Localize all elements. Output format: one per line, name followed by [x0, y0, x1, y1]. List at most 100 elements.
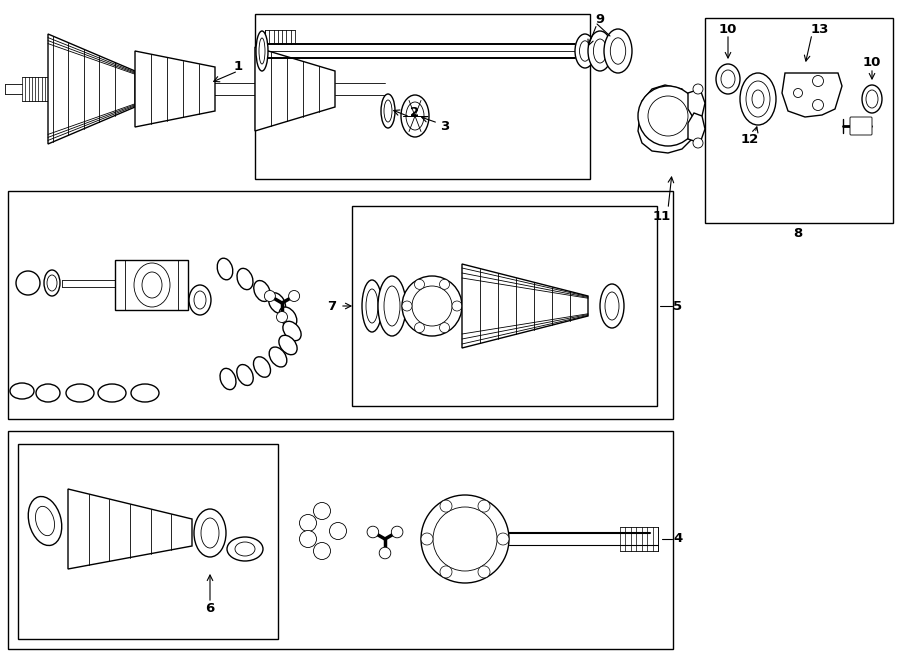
Circle shape — [440, 500, 452, 512]
Ellipse shape — [259, 38, 265, 64]
Circle shape — [497, 533, 509, 545]
Circle shape — [638, 86, 698, 146]
Ellipse shape — [131, 384, 159, 402]
Ellipse shape — [134, 263, 170, 307]
Ellipse shape — [220, 368, 236, 389]
Ellipse shape — [98, 384, 126, 402]
Ellipse shape — [283, 321, 302, 340]
Ellipse shape — [580, 41, 590, 61]
Circle shape — [421, 495, 509, 583]
Ellipse shape — [588, 31, 612, 71]
Ellipse shape — [201, 518, 219, 548]
Circle shape — [367, 526, 379, 538]
FancyBboxPatch shape — [850, 117, 872, 135]
Ellipse shape — [593, 39, 607, 63]
Circle shape — [289, 290, 300, 301]
Polygon shape — [68, 489, 192, 569]
Polygon shape — [782, 73, 842, 117]
Ellipse shape — [384, 100, 392, 122]
Text: 8: 8 — [794, 227, 803, 239]
Ellipse shape — [575, 34, 595, 68]
Circle shape — [412, 286, 452, 326]
Ellipse shape — [237, 268, 253, 290]
Circle shape — [16, 271, 40, 295]
Bar — [705, 18, 893, 223]
Ellipse shape — [716, 64, 740, 94]
Circle shape — [329, 522, 346, 539]
Ellipse shape — [235, 542, 255, 556]
Ellipse shape — [279, 307, 297, 327]
Text: 7: 7 — [328, 299, 337, 313]
Bar — [8, 191, 673, 419]
Ellipse shape — [746, 81, 770, 117]
Ellipse shape — [28, 496, 62, 545]
Ellipse shape — [217, 258, 233, 280]
Ellipse shape — [378, 276, 406, 336]
Text: 12: 12 — [741, 132, 759, 145]
Text: 11: 11 — [652, 210, 671, 223]
Circle shape — [439, 280, 449, 290]
Polygon shape — [638, 85, 695, 153]
Ellipse shape — [194, 291, 206, 309]
Ellipse shape — [381, 94, 395, 128]
Text: 9: 9 — [596, 13, 605, 26]
Circle shape — [300, 514, 317, 531]
Ellipse shape — [279, 335, 297, 355]
Bar — [8, 431, 673, 649]
Text: 10: 10 — [863, 56, 881, 69]
Ellipse shape — [268, 293, 285, 313]
Polygon shape — [48, 34, 135, 144]
Circle shape — [379, 547, 391, 559]
Circle shape — [693, 84, 703, 94]
Ellipse shape — [66, 384, 94, 402]
Ellipse shape — [47, 275, 57, 291]
Circle shape — [478, 566, 490, 578]
Ellipse shape — [406, 102, 424, 130]
Circle shape — [452, 301, 462, 311]
Circle shape — [415, 280, 425, 290]
Polygon shape — [135, 51, 215, 127]
Ellipse shape — [401, 95, 429, 137]
Circle shape — [648, 96, 688, 136]
Circle shape — [402, 301, 412, 311]
Ellipse shape — [194, 509, 226, 557]
Polygon shape — [462, 264, 588, 348]
Text: 6: 6 — [205, 602, 214, 615]
Circle shape — [421, 533, 433, 545]
Ellipse shape — [384, 286, 400, 326]
Ellipse shape — [604, 29, 632, 73]
Ellipse shape — [269, 347, 287, 367]
Ellipse shape — [36, 384, 60, 402]
Ellipse shape — [227, 537, 263, 561]
Ellipse shape — [256, 31, 268, 71]
Circle shape — [813, 100, 824, 110]
Polygon shape — [255, 47, 335, 131]
Circle shape — [313, 543, 330, 559]
Circle shape — [813, 75, 824, 87]
Text: 5: 5 — [673, 299, 682, 313]
Text: 2: 2 — [410, 106, 419, 120]
Ellipse shape — [44, 270, 60, 296]
Circle shape — [693, 138, 703, 148]
Circle shape — [439, 323, 449, 332]
Ellipse shape — [189, 285, 211, 315]
Text: 10: 10 — [719, 22, 737, 36]
Ellipse shape — [740, 73, 776, 125]
Polygon shape — [688, 89, 705, 119]
Circle shape — [276, 311, 287, 323]
Text: 3: 3 — [440, 120, 450, 132]
Ellipse shape — [237, 364, 253, 385]
Circle shape — [392, 526, 403, 538]
Ellipse shape — [35, 506, 55, 535]
Ellipse shape — [605, 292, 619, 320]
Circle shape — [478, 500, 490, 512]
Bar — [255, 14, 590, 179]
Text: 13: 13 — [811, 22, 829, 36]
Ellipse shape — [142, 272, 162, 298]
Ellipse shape — [752, 90, 764, 108]
Circle shape — [415, 323, 425, 332]
Bar — [352, 206, 657, 406]
Circle shape — [300, 531, 317, 547]
Circle shape — [402, 276, 462, 336]
Ellipse shape — [862, 85, 882, 113]
